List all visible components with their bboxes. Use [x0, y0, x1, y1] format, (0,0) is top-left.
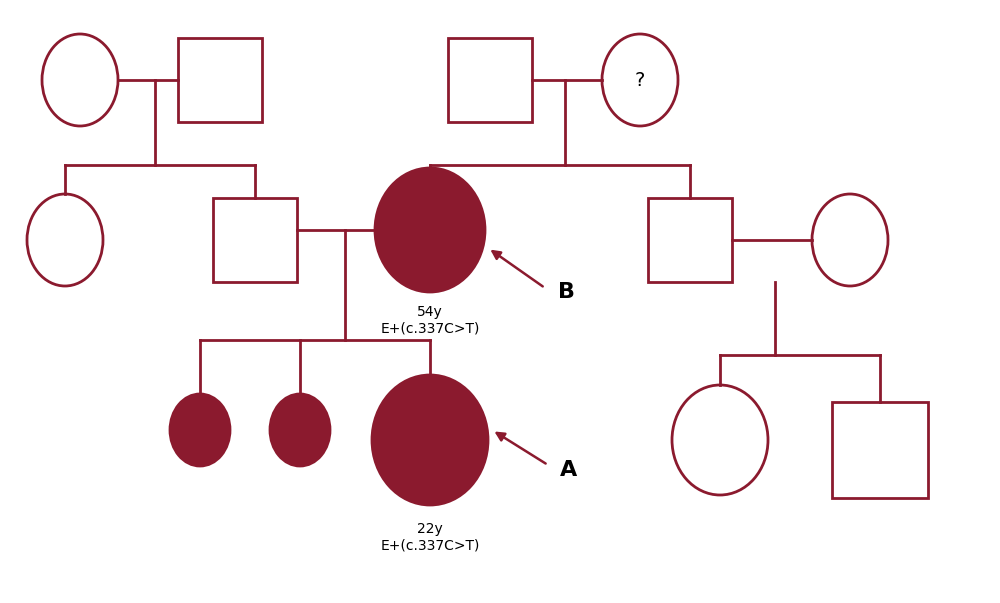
Text: ?: ?: [635, 71, 645, 89]
Bar: [178, 38, 262, 122]
Ellipse shape: [42, 34, 118, 126]
Ellipse shape: [672, 385, 768, 495]
Text: A: A: [560, 460, 577, 480]
Ellipse shape: [170, 394, 230, 466]
Text: 22y
E+(c.337C>T): 22y E+(c.337C>T): [380, 522, 480, 552]
Ellipse shape: [27, 194, 103, 286]
Ellipse shape: [372, 375, 488, 505]
Ellipse shape: [270, 394, 330, 466]
Ellipse shape: [375, 168, 485, 292]
Bar: [648, 198, 732, 282]
Ellipse shape: [812, 194, 888, 286]
Text: 54y
E+(c.337C>T): 54y E+(c.337C>T): [380, 305, 480, 335]
Ellipse shape: [602, 34, 678, 126]
Bar: [448, 38, 532, 122]
Bar: [213, 198, 297, 282]
Text: B: B: [558, 282, 575, 302]
Bar: [832, 402, 928, 498]
